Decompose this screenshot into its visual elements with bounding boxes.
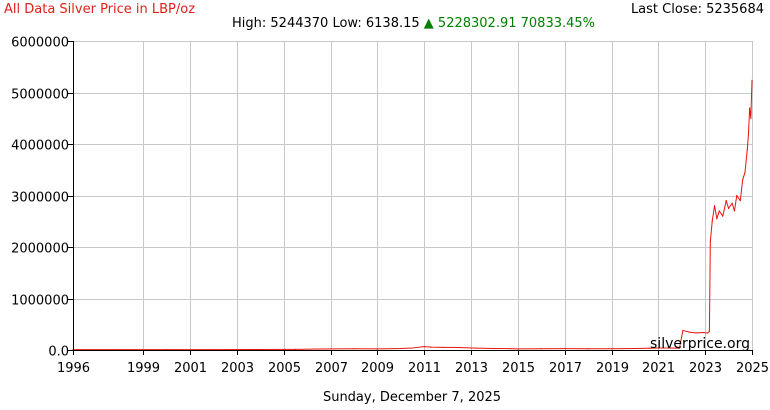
data-point: [442, 346, 444, 349]
data-point: [682, 329, 684, 332]
data-point: [475, 347, 477, 349]
x-tick-label: 2023: [689, 361, 722, 376]
data-point: [540, 348, 542, 350]
data-point: [742, 179, 744, 181]
low-label: Low:: [332, 16, 362, 31]
y-tick-label: 6000000: [11, 36, 69, 51]
x-tick-label: 2025: [736, 361, 769, 376]
data-point: [318, 348, 320, 350]
y-tick-label: 4000000: [11, 139, 69, 154]
x-tick-label: 2001: [174, 361, 207, 376]
data-point: [458, 346, 460, 349]
low-value: 6138.15: [365, 16, 420, 31]
x-tick-label: 2005: [268, 361, 301, 376]
data-point: [731, 202, 733, 204]
data-point: [353, 348, 355, 350]
data-point: [716, 218, 718, 220]
change-up-icon: ▲: [423, 16, 434, 31]
data-point: [648, 347, 650, 349]
data-point: [706, 332, 709, 334]
data-point: [400, 347, 402, 350]
axes: 1996 1999 2001 2003 2005 2007 2009 2011 2013 2015…: [11, 36, 769, 377]
data-point: [722, 215, 724, 217]
data-point: [727, 207, 730, 209]
data-point: [725, 200, 727, 202]
data-point: [119, 348, 121, 351]
x-tick-label: 2007: [315, 361, 348, 376]
x-tick-label: 2021: [642, 361, 675, 376]
data-point: [750, 117, 752, 119]
last-close-label: Last Close:: [630, 2, 702, 17]
data-point: [695, 332, 697, 334]
data-point: [634, 347, 636, 350]
y-tick-label: 5000000: [11, 88, 69, 103]
data-point: [751, 79, 753, 81]
data-point: [657, 347, 659, 349]
data-point: [708, 330, 710, 333]
data-point: [587, 348, 589, 350]
data-point: [493, 347, 496, 350]
y-tick-label: 3000000: [11, 191, 69, 206]
data-point: [166, 349, 168, 351]
x-tick-label: 2017: [549, 361, 582, 376]
x-tick-label: 1996: [57, 361, 90, 376]
x-tick-label: 1999: [127, 361, 160, 376]
data-point: [517, 348, 519, 350]
data-point: [259, 348, 261, 351]
x-tick-label: 2011: [408, 361, 441, 376]
data-point: [669, 347, 671, 349]
data-point: [749, 107, 751, 109]
series-layer: [72, 79, 753, 351]
data-point: [376, 348, 378, 350]
data-point: [610, 348, 613, 350]
data-point: [739, 200, 741, 202]
data-point: [702, 331, 704, 334]
footer-date: Sunday, December 7, 2025: [322, 390, 502, 405]
chart-title: All Data Silver Price in LBP/oz: [4, 2, 196, 17]
data-point: [733, 210, 736, 212]
change-value: 5228302.91: [437, 16, 517, 31]
x-tick-label: 2009: [361, 361, 394, 376]
data-point: [744, 171, 746, 173]
change-percent: 70833.45%: [520, 16, 596, 31]
x-tick-label: 2019: [596, 361, 629, 376]
x-tick-label: 2015: [502, 361, 535, 376]
data-point: [713, 205, 716, 207]
data-point: [718, 210, 720, 212]
data-point: [746, 148, 748, 150]
data-point: [423, 346, 425, 348]
data-point: [411, 347, 414, 349]
data-point: [688, 331, 690, 333]
data-point: [294, 348, 297, 350]
data-point: [212, 349, 215, 351]
grid: [73, 41, 753, 351]
series-line: [73, 80, 753, 351]
y-tick-label: 0.0: [48, 345, 69, 360]
high-value: 5244370: [270, 16, 329, 31]
x-tick-label: 2003: [221, 361, 254, 376]
data-point: [564, 348, 566, 350]
data-point: [709, 241, 711, 243]
data-point: [747, 133, 750, 135]
x-tick-label: 2013: [455, 361, 488, 376]
last-close-value: 5235684: [706, 2, 764, 17]
watermark: silverprice.org: [650, 336, 750, 352]
data-point: [678, 347, 681, 349]
high-label: High:: [232, 16, 267, 31]
data-point: [430, 346, 432, 348]
last-close: Last Close: 5235684: [631, 2, 764, 17]
price-stats: High: 5244370 Low: 6138.15 ▲ 5228302.91 …: [232, 16, 595, 31]
data-point: [736, 194, 738, 197]
y-tick-label: 1000000: [11, 294, 69, 309]
y-tick-label: 2000000: [11, 242, 69, 257]
data-point: [711, 220, 713, 222]
